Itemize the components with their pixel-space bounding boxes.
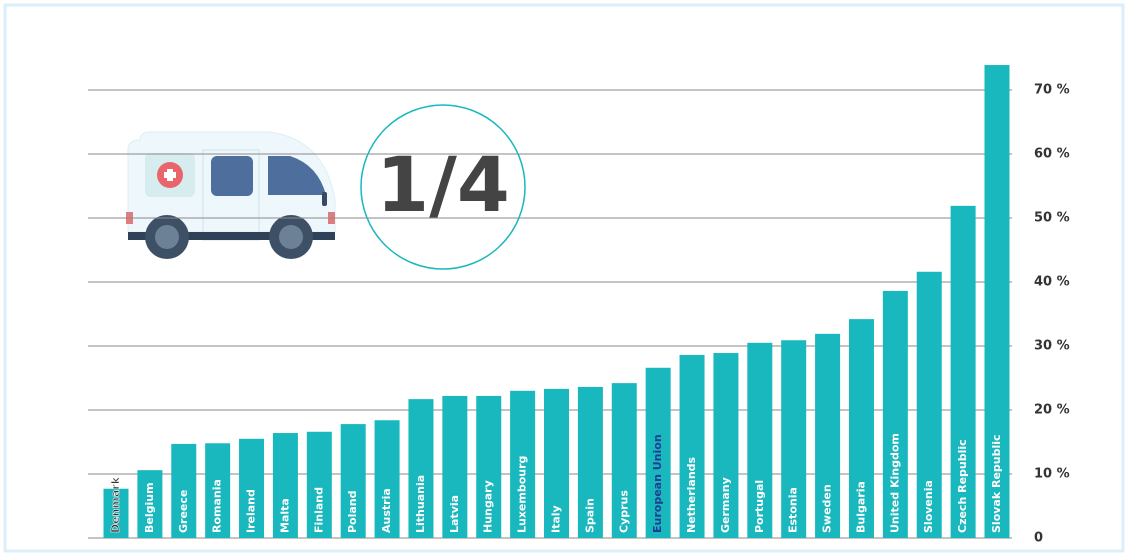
bar: [679, 354, 705, 538]
bar-label: Finland: [312, 487, 325, 533]
bar: [374, 420, 400, 538]
bar-label: Sweden: [821, 484, 834, 533]
bar-label: Belgium: [143, 482, 156, 533]
y-tick-label: 40 %: [1034, 275, 1070, 290]
y-tick-label: 10 %: [1034, 467, 1070, 482]
bar-label: Poland: [346, 490, 359, 533]
y-tick-label: 0: [1034, 531, 1043, 546]
bar-label: Cyprus: [617, 490, 630, 533]
bar: [577, 386, 603, 538]
y-tick-label: 50 %: [1034, 211, 1070, 226]
bar: [476, 395, 502, 538]
annotation-circle: [360, 104, 526, 270]
bar-label: Bulgaria: [854, 481, 867, 533]
bar-label: Luxembourg: [516, 456, 529, 533]
bar-label: Spain: [583, 498, 596, 533]
annotation: 1/4: [376, 140, 510, 229]
bar: [848, 319, 874, 538]
bar-label: Denmark: [109, 476, 122, 533]
bar: [103, 488, 129, 538]
bar-label: Lithuania: [414, 475, 427, 533]
bar-label: Netherlands: [685, 456, 698, 533]
bar-label: Italy: [550, 505, 563, 533]
bar: [137, 470, 163, 538]
bar-label: Malta: [278, 498, 291, 533]
bar: [882, 290, 908, 538]
bar: [544, 388, 569, 538]
bar: [442, 395, 468, 538]
bar: [171, 443, 197, 538]
bar: [815, 333, 841, 538]
bar: [239, 438, 265, 538]
bar: [645, 367, 671, 538]
y-tick-label: 60 %: [1034, 147, 1070, 162]
bar-label: Greece: [177, 490, 190, 533]
bar: [408, 399, 434, 538]
bar-label: Romania: [211, 479, 224, 533]
bar-label: Czech Republic: [956, 439, 969, 533]
bar: [340, 424, 366, 538]
ambulance-icon: [126, 131, 336, 259]
bar-label: Austria: [380, 488, 393, 533]
bar: [306, 431, 332, 538]
bar: [984, 65, 1010, 538]
bar: [781, 340, 807, 538]
bar: [510, 390, 536, 538]
bar: [713, 353, 739, 538]
bar: [272, 433, 298, 538]
y-tick-label: 30 %: [1034, 339, 1070, 354]
bar-label: Ireland: [245, 489, 258, 533]
bar: [205, 443, 231, 538]
bar-label: Portugal: [753, 480, 766, 533]
bar-label: United Kingdom: [888, 433, 901, 533]
bar-label: Germany: [719, 477, 732, 533]
bar: [747, 342, 773, 538]
bar: [611, 383, 637, 538]
y-tick-label: 20 %: [1034, 403, 1070, 418]
bar-label: Latvia: [448, 495, 461, 533]
bar-label: European Union: [651, 434, 664, 533]
bar-label: Estonia: [787, 487, 800, 533]
y-tick-label: 70 %: [1034, 83, 1070, 98]
bar-label: Slovenia: [922, 480, 935, 533]
bar-label: Slovak Republic: [990, 434, 1003, 533]
bar: [916, 271, 942, 538]
bar-label: Hungary: [482, 480, 495, 533]
bar: [950, 205, 976, 538]
